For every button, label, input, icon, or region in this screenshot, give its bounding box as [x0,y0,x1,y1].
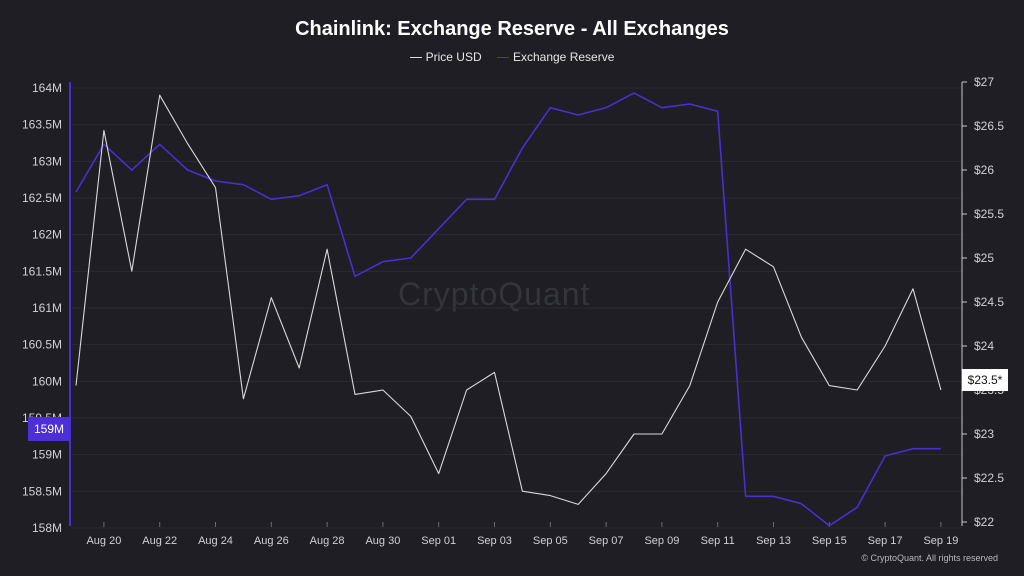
x-tick-label: Aug 28 [310,535,345,547]
y-left-tick-label: 158.5M [22,484,62,498]
y-left-tick-label: 161.5M [22,264,62,278]
y-right-tick-label: $24 [974,339,994,353]
watermark: CryptoQuant [398,276,591,312]
y-right-tick-label: $22 [974,515,994,529]
y-left-tick-label: 163.5M [22,118,62,132]
y-left-tick-label: 164M [32,81,62,95]
legend-price-swatch [409,57,422,59]
x-tick-label: Sep 07 [589,535,624,547]
series-line-exchange-reserve [75,92,941,527]
legend-price-label: Price USD [425,50,482,64]
y-left-tick-label: 160M [32,374,62,388]
series-line-price-usd [75,94,942,505]
legend-reserve-label: Exchange Reserve [512,50,615,64]
x-tick-label: Aug 30 [365,535,400,547]
x-tick-label: Aug 22 [142,535,177,547]
x-tick-label: Sep 09 [644,535,679,547]
chart-legend: Price USD Exchange Reserve [0,50,1024,64]
y-right-tick-label: $23 [974,427,994,441]
chart-title: Chainlink: Exchange Reserve - All Exchan… [295,18,729,40]
x-tick-label: Aug 24 [198,535,233,547]
legend-item-reserve[interactable]: Exchange Reserve [496,50,615,64]
y-left-tick-label: 163M [32,154,62,168]
y-left-tick-label: 159M [32,448,62,462]
y-left-tick-label: 161M [32,301,62,315]
x-tick-label: Sep 13 [756,535,791,547]
x-tick-label: Sep 05 [533,535,568,547]
y-left-tick-label: 162.5M [22,191,62,205]
x-tick-label: Sep 17 [868,535,903,547]
legend-item-price[interactable]: Price USD [409,50,482,64]
y-right-tick-label: $22.5 [974,471,1004,485]
y-left-tick-label: 162M [32,228,62,242]
x-tick-label: Sep 15 [812,535,847,547]
legend-reserve-swatch [496,57,509,59]
x-tick-label: Aug 20 [86,535,121,547]
x-tick-label: Sep 11 [701,535,735,547]
reserve-current-value-badge: 159M [28,417,70,441]
copyright: © CryptoQuant. All rights reserved [861,553,998,563]
x-tick-label: Aug 26 [254,535,289,547]
y-right-tick-label: $25.5 [974,207,1004,221]
y-left-tick-label: 160.5M [22,338,62,352]
y-left-tick-label: 158M [32,521,62,535]
y-right-tick-label: $26 [974,163,994,177]
y-right-tick-label: $24.5 [974,295,1004,309]
y-right-tick-label: $27 [974,75,994,89]
price-current-value-badge: $23.5* [962,369,1008,391]
x-tick-label: Sep 19 [923,535,958,547]
x-tick-label: Sep 03 [477,535,512,547]
x-tick-label: Sep 01 [421,535,456,547]
y-right-tick-label: $25 [974,251,994,265]
y-right-tick-label: $26.5 [974,119,1004,133]
